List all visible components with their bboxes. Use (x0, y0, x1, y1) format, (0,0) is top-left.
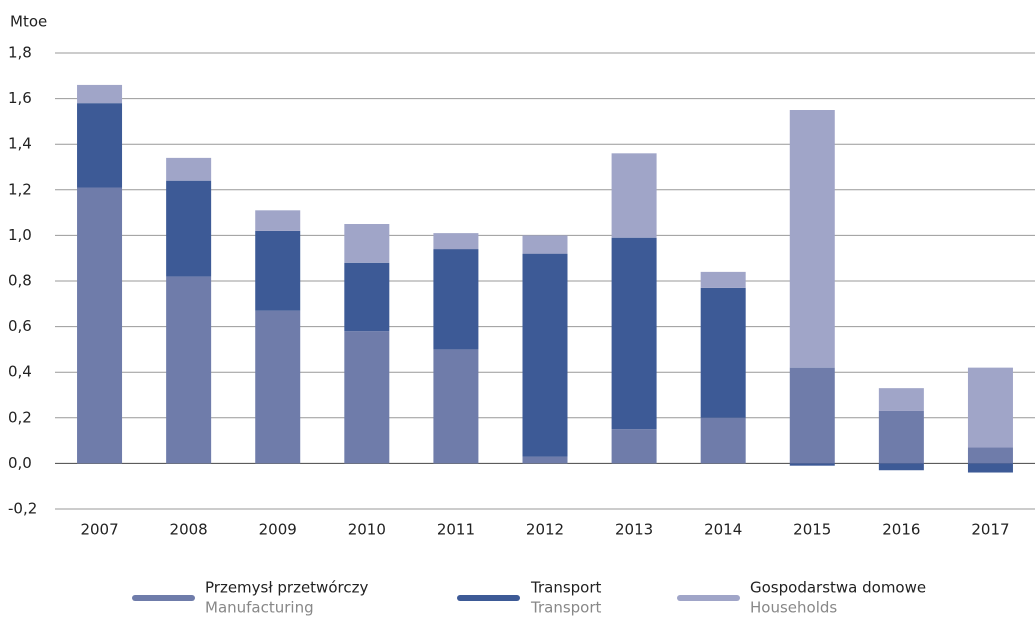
bar-segment (789, 463, 835, 466)
x-tick-label: 2011 (437, 521, 475, 539)
x-tick-label: 2007 (80, 521, 118, 539)
bar-segment (255, 210, 301, 231)
bar-segment (611, 237, 657, 430)
bar-segment (522, 253, 568, 457)
y-tick-label: 0,4 (8, 363, 32, 381)
y-tick-label: 1,6 (8, 89, 32, 107)
legend-label: Przemysł przetwórczy (205, 579, 368, 597)
bar-segment (433, 349, 479, 464)
bar-segment (344, 224, 390, 263)
bar-segment (611, 429, 657, 464)
legend-sublabel: Manufacturing (205, 599, 314, 617)
bar-segment (255, 310, 301, 464)
bar-segment (611, 153, 657, 238)
bar-segment (700, 417, 746, 464)
bar-segment (433, 233, 479, 250)
y-tick-label: 1,0 (8, 226, 32, 244)
x-tick-label: 2008 (170, 521, 208, 539)
bar-segment (522, 456, 568, 464)
y-tick-label: 0,2 (8, 408, 32, 426)
legend-sublabel: Transport (530, 599, 602, 617)
x-tick-label: 2016 (882, 521, 920, 539)
bar-segment (789, 110, 835, 368)
bar-segment (433, 249, 479, 350)
legend-label: Gospodarstwa domowe (750, 579, 926, 597)
bar-segment (878, 388, 924, 411)
bar-segment (166, 157, 212, 181)
bar-segment (967, 463, 1013, 473)
y-tick-label: 0,0 (8, 454, 32, 472)
x-tick-label: 2013 (615, 521, 653, 539)
legend-label: Transport (530, 579, 602, 597)
bar-segment (700, 287, 746, 418)
bar-segment (166, 276, 212, 464)
x-tick-label: 2010 (348, 521, 386, 539)
bar-segment (344, 331, 390, 464)
y-tick-label: 1,4 (8, 135, 32, 153)
y-tick-label: 1,2 (8, 180, 32, 198)
bar-segment (522, 235, 568, 254)
bar-segment (789, 367, 835, 464)
y-tick-label: 1,8 (8, 44, 32, 62)
bar-segment (967, 447, 1013, 464)
x-tick-label: 2009 (259, 521, 297, 539)
bar-segment (77, 84, 123, 104)
x-tick-label: 2015 (793, 521, 831, 539)
y-axis-label: Mtoe (10, 13, 47, 31)
bar-segment (255, 230, 301, 311)
x-tick-label: 2017 (971, 521, 1009, 539)
x-tick-label: 2012 (526, 521, 564, 539)
x-tick-label: 2014 (704, 521, 742, 539)
bar-segment (344, 262, 390, 332)
legend-sublabel: Households (750, 599, 837, 617)
bar-segment (77, 103, 123, 188)
bar-segment (700, 271, 746, 288)
y-tick-label: -0,2 (8, 500, 37, 518)
y-tick-label: 0,8 (8, 272, 32, 290)
bar-segment (878, 410, 924, 464)
y-tick-label: 0,6 (8, 317, 32, 335)
bar-segment (166, 180, 212, 277)
bar-segment (77, 187, 123, 464)
bar-segment (878, 463, 924, 471)
bar-segment (967, 367, 1013, 448)
